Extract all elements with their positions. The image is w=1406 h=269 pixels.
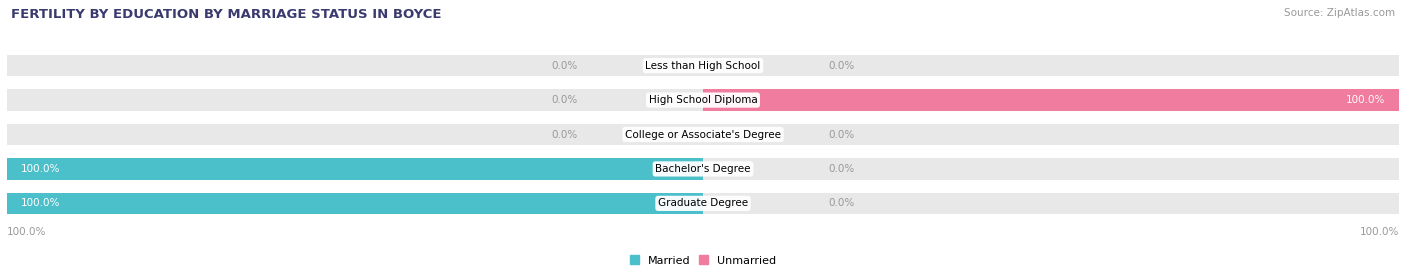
Text: College or Associate's Degree: College or Associate's Degree	[626, 129, 780, 140]
Text: 100.0%: 100.0%	[21, 198, 60, 208]
Text: 100.0%: 100.0%	[7, 227, 46, 237]
Text: Graduate Degree: Graduate Degree	[658, 198, 748, 208]
Text: 0.0%: 0.0%	[828, 164, 855, 174]
Bar	[7, 124, 1399, 145]
Text: High School Diploma: High School Diploma	[648, 95, 758, 105]
Bar	[703, 89, 1399, 111]
Text: FERTILITY BY EDUCATION BY MARRIAGE STATUS IN BOYCE: FERTILITY BY EDUCATION BY MARRIAGE STATU…	[11, 8, 441, 21]
Bar	[7, 193, 703, 214]
Text: 0.0%: 0.0%	[828, 61, 855, 71]
Text: Source: ZipAtlas.com: Source: ZipAtlas.com	[1284, 8, 1395, 18]
Text: 100.0%: 100.0%	[1346, 95, 1385, 105]
Bar	[7, 158, 1399, 180]
Text: 0.0%: 0.0%	[828, 129, 855, 140]
Bar	[7, 55, 1399, 76]
Legend: Married, Unmarried: Married, Unmarried	[626, 251, 780, 269]
Text: 100.0%: 100.0%	[1360, 227, 1399, 237]
Text: 0.0%: 0.0%	[551, 61, 578, 71]
Text: 0.0%: 0.0%	[551, 129, 578, 140]
Text: 0.0%: 0.0%	[828, 198, 855, 208]
Bar	[7, 158, 703, 180]
Text: 0.0%: 0.0%	[551, 95, 578, 105]
Text: Bachelor's Degree: Bachelor's Degree	[655, 164, 751, 174]
Text: Less than High School: Less than High School	[645, 61, 761, 71]
Bar	[7, 89, 1399, 111]
Bar	[7, 193, 1399, 214]
Text: 100.0%: 100.0%	[21, 164, 60, 174]
